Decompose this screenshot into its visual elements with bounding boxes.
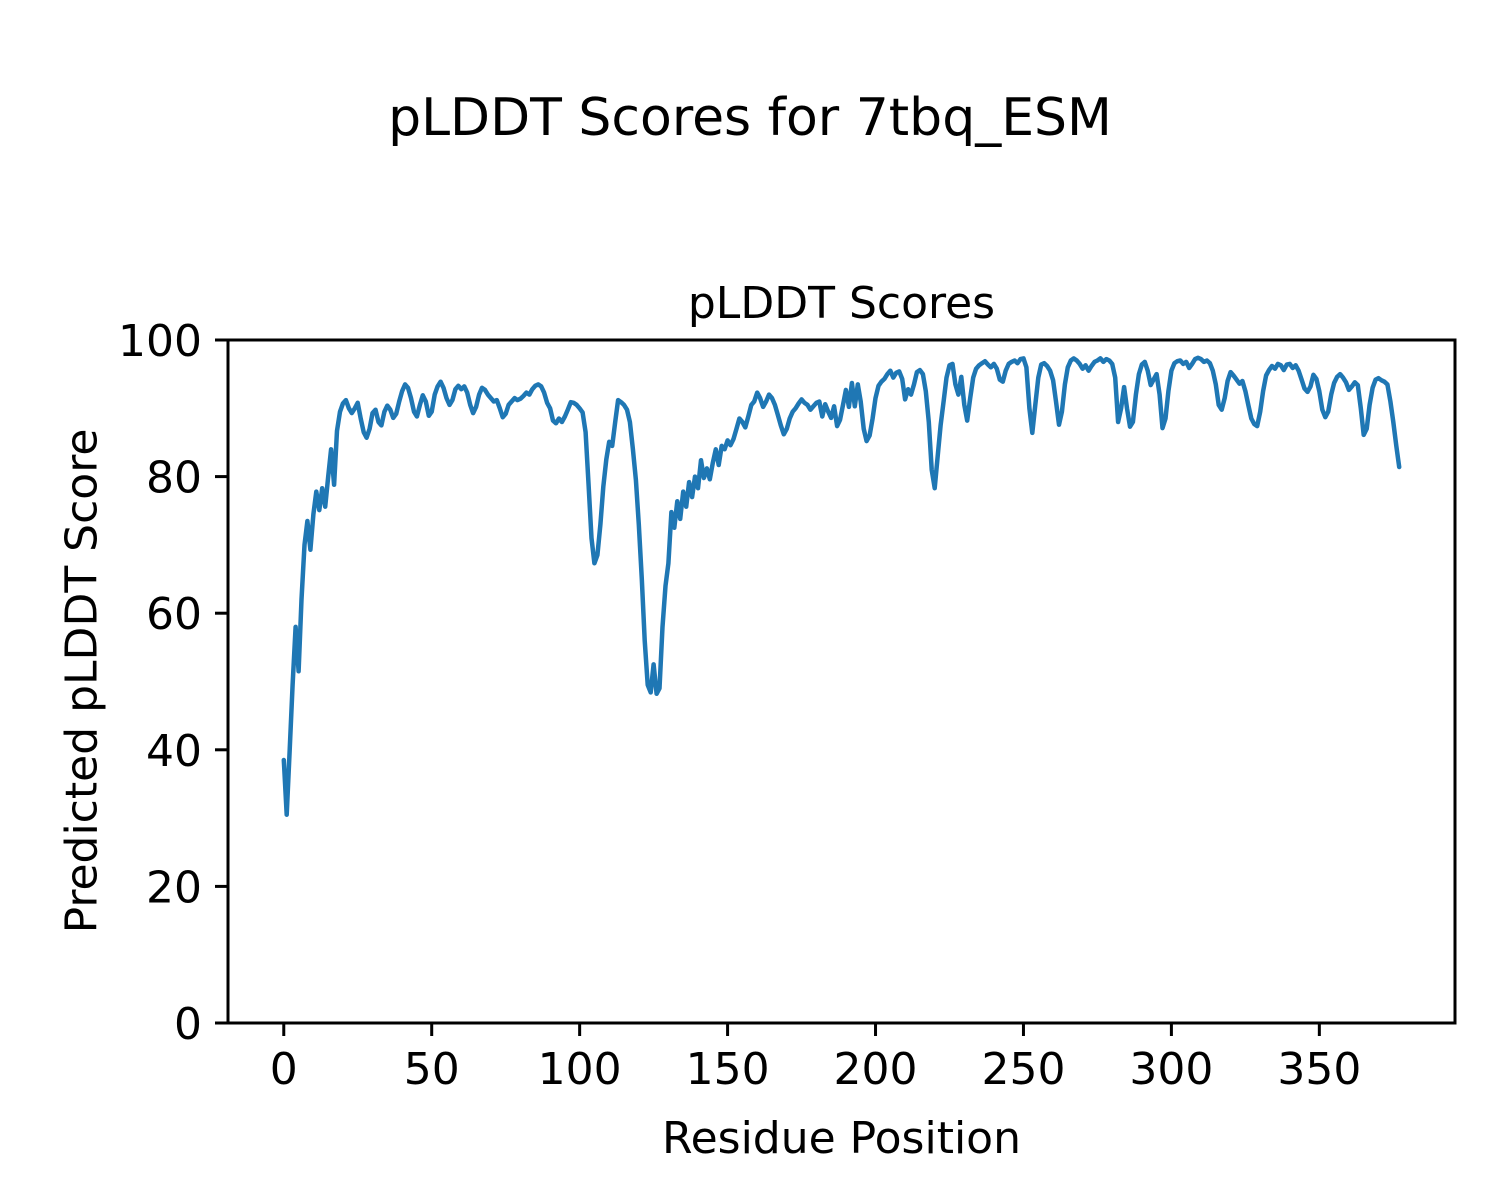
x-tick-label: 200 [834,1044,918,1095]
axes-frame [226,338,1457,1025]
x-tick-label: 50 [404,1044,460,1095]
figure-title: pLDDT Scores for 7tbq_ESM [388,88,1112,148]
x-tick-label: 350 [1277,1044,1361,1095]
x-axis-label: Residue Position [661,1113,1021,1164]
axes-title: pLDDT Scores [687,278,996,329]
x-tick-label: 250 [981,1044,1065,1095]
y-tick-label: 40 [146,726,202,777]
x-tick-label: 150 [686,1044,770,1095]
y-tick-label: 0 [174,999,202,1050]
y-tick-label: 80 [146,453,202,504]
x-tick-label: 0 [270,1044,298,1095]
y-tick-label: 60 [146,589,202,640]
y-tick-label: 100 [118,316,202,367]
y-tick-label: 20 [146,862,202,913]
x-tick-label: 100 [538,1044,622,1095]
plddt-line [281,355,1402,817]
x-tick-label: 300 [1129,1044,1213,1095]
